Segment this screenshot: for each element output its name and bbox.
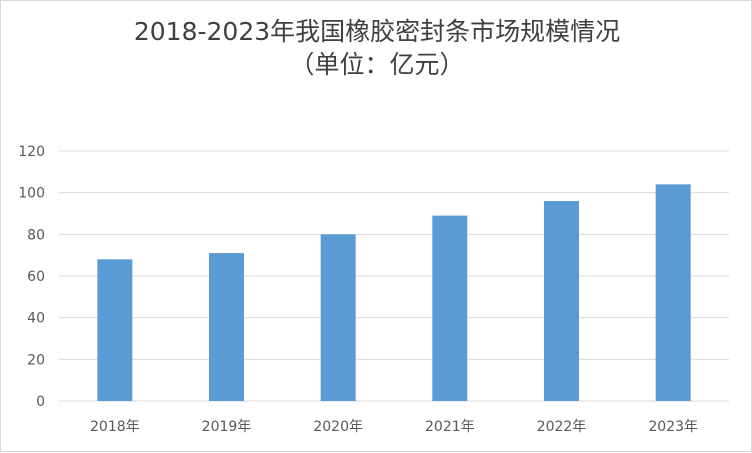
y-tick-label: 120 — [18, 144, 45, 160]
x-tick-label: 2018年 — [90, 419, 140, 435]
x-tick-label: 2023年 — [648, 419, 698, 435]
chart-subtitle: （单位：亿元） — [289, 50, 465, 79]
x-tick-label: 2022年 — [537, 419, 587, 435]
x-tick-label: 2020年 — [313, 419, 363, 435]
y-tick-label: 0 — [36, 394, 45, 410]
x-tick-label: 2019年 — [202, 419, 252, 435]
chart-title: 2018-2023年我国橡胶密封条市场规模情况 — [133, 17, 621, 46]
bar — [655, 184, 691, 401]
bar — [544, 201, 579, 401]
x-tick-label: 2021年 — [425, 419, 475, 435]
y-tick-label: 60 — [27, 269, 45, 285]
bar — [320, 234, 356, 401]
bar — [209, 253, 244, 401]
y-tick-label: 80 — [27, 227, 45, 243]
bar — [97, 259, 133, 401]
y-tick-label: 100 — [18, 186, 45, 202]
chart-title-block: 2018-2023年我国橡胶密封条市场规模情况 （单位：亿元） — [1, 15, 752, 81]
y-tick-label: 20 — [27, 352, 45, 368]
y-tick-label: 40 — [27, 311, 45, 327]
bar — [432, 215, 468, 401]
